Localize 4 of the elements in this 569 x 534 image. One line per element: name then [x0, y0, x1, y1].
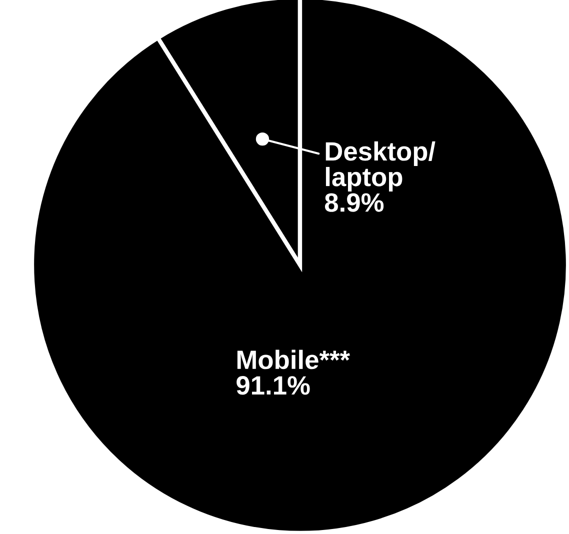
slice-label: Mobile***	[237, 350, 350, 370]
data-label: 91.1%	[236, 376, 310, 395]
legend-label: Desktop/ laptop	[326, 141, 436, 192]
data-label: 8.9%	[324, 193, 384, 212]
